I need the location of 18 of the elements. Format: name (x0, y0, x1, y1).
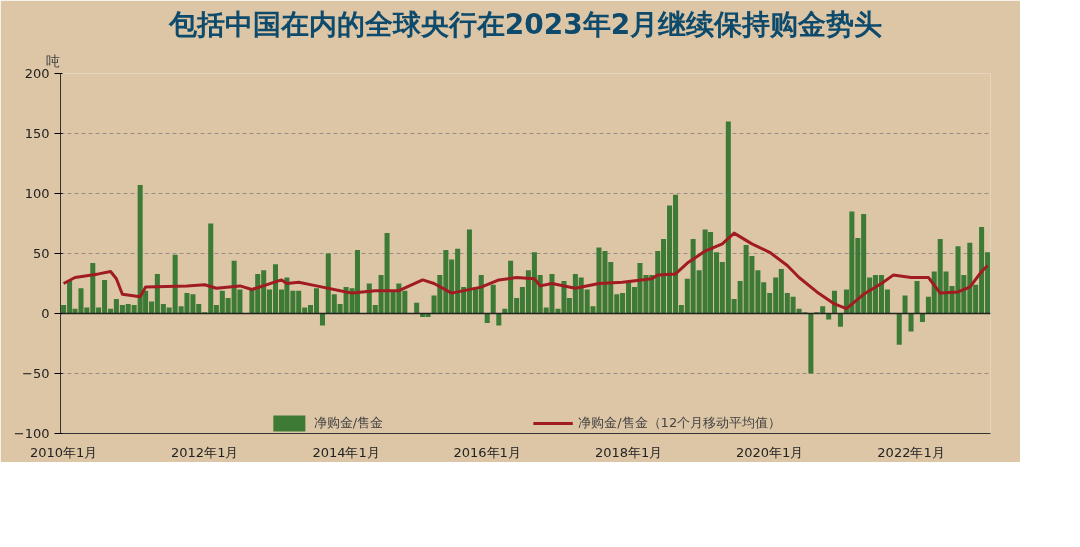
x-tick-label: 2010年1月 (29, 444, 98, 460)
y-axis-title: 吨 (45, 52, 60, 69)
y-tick-label: −50 (22, 366, 50, 381)
legend-label: 净购金/售金 (313, 414, 384, 432)
y-tick-label: 100 (24, 186, 50, 201)
y-tick-label: 200 (24, 66, 50, 81)
x-tick-label: 2014年1月 (312, 444, 380, 460)
x-tick-label: 2022年1月 (877, 444, 945, 460)
y-tick-label: 50 (32, 246, 50, 261)
x-tick-label: 2020年1月 (736, 444, 804, 460)
legend-label: 净购金/售金（12个月移动平均值） (578, 414, 782, 432)
y-tick-label: 150 (24, 126, 50, 141)
x-tick-label: 2016年1月 (453, 444, 521, 460)
x-tick-label: 2012年1月 (171, 444, 239, 460)
y-tick-label: −100 (13, 426, 50, 441)
y-tick-label: 0 (41, 306, 50, 321)
chart-title: 包括中国在内的全球央行在2023年2月继续保持购金势头 (167, 7, 883, 41)
x-tick-label: 2018年1月 (594, 444, 663, 460)
